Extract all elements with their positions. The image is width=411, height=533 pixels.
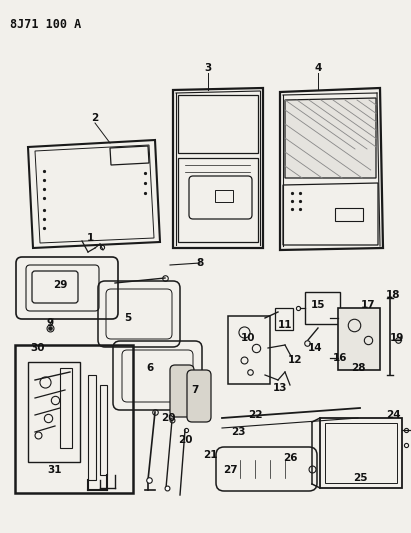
Text: 10: 10 [241,333,255,343]
Text: 31: 31 [48,465,62,475]
Text: 18: 18 [386,290,400,300]
Text: 9: 9 [46,318,53,328]
Bar [28,362,80,462]
Bar [215,190,233,202]
FancyBboxPatch shape [170,365,194,417]
Text: 19: 19 [390,333,404,343]
Text: 15: 15 [311,300,325,310]
Text: 2: 2 [91,113,99,123]
Text: 21: 21 [203,450,217,460]
Text: 14: 14 [308,343,322,353]
Text: 8: 8 [196,258,203,268]
Text: 5: 5 [125,313,132,323]
Text: 23: 23 [231,427,245,437]
Bar [100,385,107,475]
Text: 28: 28 [351,363,365,373]
Text: 4: 4 [314,63,322,73]
Text: 7: 7 [191,385,199,395]
Text: 24: 24 [386,410,400,420]
Bar [335,208,363,221]
Text: 12: 12 [288,355,302,365]
Text: 22: 22 [248,410,262,420]
Text: 20: 20 [161,413,175,423]
FancyBboxPatch shape [187,370,211,422]
Text: 3: 3 [204,63,212,73]
Bar [320,418,402,488]
Text: 27: 27 [223,465,237,475]
Text: 29: 29 [53,280,67,290]
Text: 25: 25 [353,473,367,483]
Text: 11: 11 [278,320,292,330]
Bar [325,423,397,483]
Bar [60,368,72,448]
Bar [305,292,340,324]
Bar [275,308,293,330]
Text: 8J71 100 A: 8J71 100 A [10,18,81,31]
Text: 17: 17 [361,300,375,310]
Polygon shape [285,98,376,178]
Bar [228,316,270,384]
Text: 20: 20 [178,435,192,445]
Text: 1: 1 [86,233,94,243]
Bar [15,345,133,493]
Bar [88,375,96,480]
Bar [338,308,380,370]
Text: 13: 13 [273,383,287,393]
Text: 16: 16 [333,353,347,363]
Text: 30: 30 [31,343,45,353]
Text: 26: 26 [283,453,297,463]
Text: 6: 6 [146,363,154,373]
